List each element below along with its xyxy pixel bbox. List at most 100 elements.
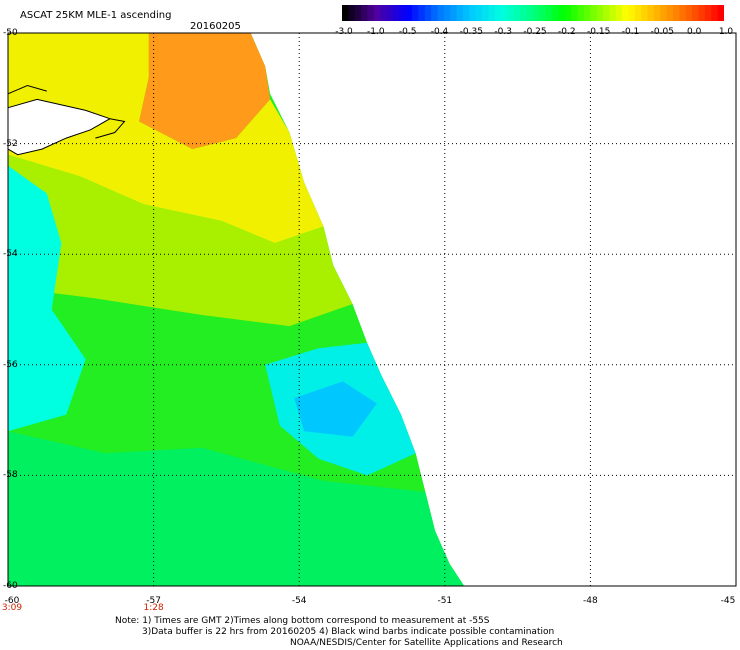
colorbar-cell — [367, 5, 375, 21]
colorbar-cell — [431, 5, 439, 21]
colorbar-cell — [717, 5, 724, 21]
colorbar-label: 0.0 — [686, 27, 702, 37]
colorbar-cell — [622, 5, 630, 21]
colorbar-cell — [469, 5, 477, 21]
colorbar-cell — [533, 5, 540, 21]
colorbar-cell — [577, 5, 585, 21]
colorbar-cell — [590, 5, 598, 21]
colorbar-labels: -3.0 -1.0 -0.5 -0.4 -0.35 -0.3 -0.25 -0.2 -0.15-… — [330, 27, 740, 39]
colorbar-cell — [342, 5, 349, 21]
colorbar-cell — [488, 5, 496, 21]
colorbar-cell — [539, 5, 547, 21]
colorbar-cell — [405, 5, 413, 21]
region-orange — [139, 33, 271, 150]
footnotes: Note: 1) Times are GMT 2)Times along bot… — [115, 616, 563, 649]
region-yellow — [8, 33, 324, 244]
lat-label: -52 — [3, 138, 18, 149]
colorbar-cell — [634, 5, 642, 21]
lon-label: -45 — [720, 596, 736, 606]
colorbar-cell — [571, 5, 579, 21]
colorbar-cell — [450, 5, 458, 21]
lat-label: -50 — [3, 28, 18, 38]
map-title: ASCAT 25KM MLE-1 ascending — [20, 10, 172, 21]
colorbar-label: -0.1 — [621, 27, 640, 37]
colorbar-cell — [386, 5, 394, 21]
colorbar-cell — [482, 5, 490, 21]
lat-label: -60 — [3, 581, 18, 591]
colorbar-label: -0.2 — [558, 27, 576, 37]
lat-label: -58 — [3, 470, 18, 481]
colorbar-cell — [412, 5, 419, 21]
colorbar-cell — [647, 5, 655, 21]
colorbar-cell — [583, 5, 591, 21]
colorbar — [342, 5, 724, 21]
colorbar-cell — [615, 5, 623, 21]
colorbar-cell — [392, 5, 400, 21]
colorbar-cell — [711, 5, 719, 21]
colorbar-cell — [609, 5, 617, 21]
colorbar-cell — [666, 5, 674, 21]
colorbar-cell — [552, 5, 560, 21]
colorbar-label: -0.4 — [430, 27, 449, 37]
colorbar-cell — [564, 5, 572, 21]
colorbar-cell — [475, 5, 483, 21]
colorbar-cell — [361, 5, 369, 21]
time-label: 3:09 — [1, 603, 23, 613]
colorbar-cell — [380, 5, 388, 21]
lon-label: -57 — [146, 596, 161, 606]
map-frame — [7, 32, 737, 587]
colorbar-label: -0.5 — [398, 27, 417, 37]
note-line-2: 3)Data buffer is 22 hrs from 20160205 4)… — [142, 627, 555, 637]
colorbar-label: -3.0 — [335, 27, 353, 37]
lon-label: -54 — [291, 596, 307, 606]
lon-label: -51 — [437, 596, 453, 606]
colorbar-cell — [704, 5, 712, 21]
colorbar-cell — [641, 5, 649, 21]
colorbar-cell — [558, 5, 566, 21]
region-blue — [294, 381, 377, 437]
lat-label: -56 — [3, 359, 18, 370]
coastline-segment — [7, 98, 112, 156]
colorbar-cell — [399, 5, 407, 21]
colorbar-label: -0.3 — [494, 27, 512, 37]
colorbar-cell — [526, 5, 534, 21]
colorbar-cell — [443, 5, 451, 21]
lon-label: -60 — [4, 596, 20, 606]
lat-label: -54 — [3, 249, 18, 260]
coastline-segment — [95, 118, 126, 139]
region-green-bottom — [8, 431, 465, 586]
colorbar-label: -1.0 — [367, 27, 385, 37]
region-yellow-green — [8, 154, 353, 327]
note-line-3: NOAA/NESDIS/Center for Satellite Applica… — [290, 638, 563, 648]
colorbar-cell — [679, 5, 687, 21]
colorbar-label: -0.05 — [650, 27, 674, 37]
coastline — [7, 84, 126, 156]
colorbar-cell — [660, 5, 668, 21]
colorbar-label: -0.25 — [523, 27, 547, 37]
colorbar-cell — [354, 5, 362, 21]
colorbar-cell — [418, 5, 426, 21]
colorbar-cell — [520, 5, 528, 21]
colorbar-cell — [628, 5, 636, 21]
colorbar-cell — [673, 5, 681, 21]
colorbar-cell — [348, 5, 356, 21]
colorbar-label: 1.0 — [718, 27, 734, 37]
gridlines — [8, 33, 736, 586]
colorbar-cell — [692, 5, 700, 21]
colorbar-cell — [424, 5, 432, 21]
colorbar-cell — [596, 5, 604, 21]
colorbar-cell — [698, 5, 706, 21]
colorbar-cell — [437, 5, 445, 21]
colorbar-cell — [462, 5, 470, 21]
colorbar-cell — [456, 5, 464, 21]
colorbar-cell — [494, 5, 502, 21]
note-line-1: Note: 1) Times are GMT 2)Times along bot… — [115, 616, 490, 626]
region-cyan-left — [8, 165, 86, 432]
colorbar-cell — [507, 5, 515, 21]
colorbar-cell — [545, 5, 553, 21]
colorbar-label: -0.15 — [587, 27, 611, 37]
colorbar-cell — [653, 5, 661, 21]
time-label: 1:28 — [143, 603, 164, 613]
lon-label: -48 — [583, 596, 598, 606]
